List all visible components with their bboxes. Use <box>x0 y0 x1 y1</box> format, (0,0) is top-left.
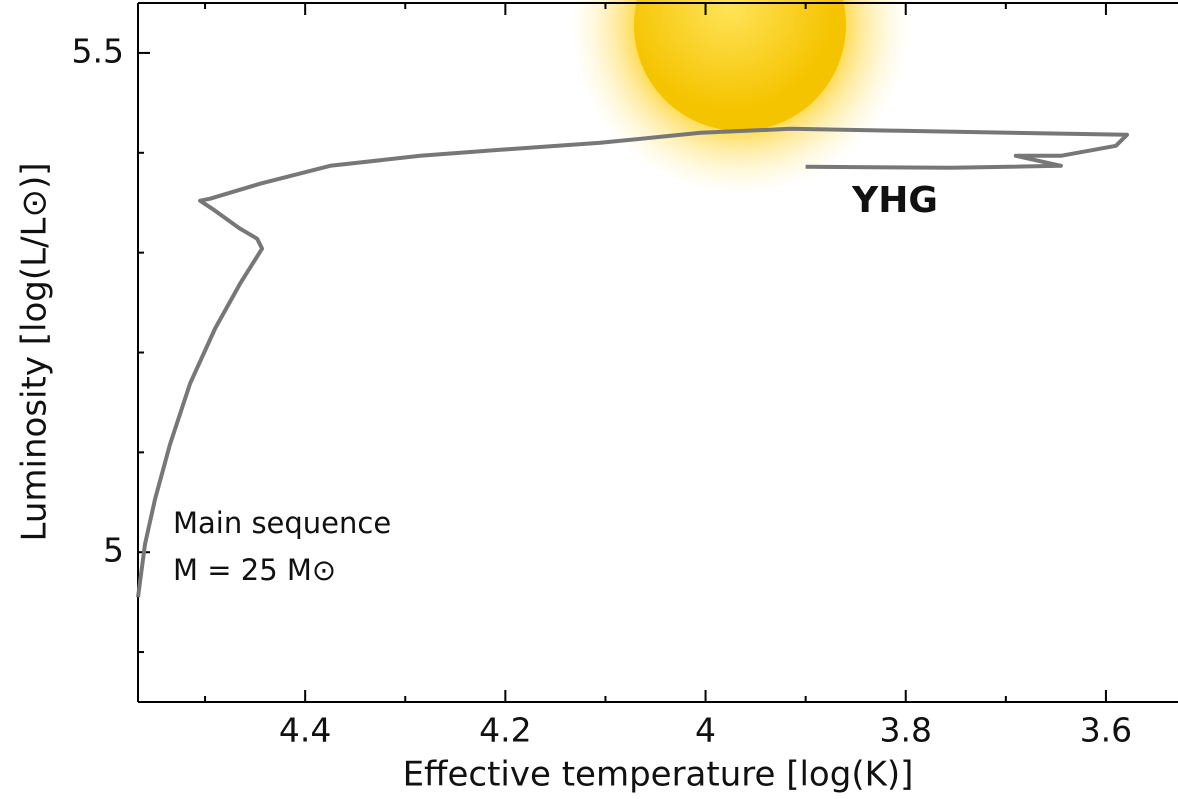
annotation: YHG <box>851 180 938 221</box>
x-tick-label: 3.6 <box>1080 711 1132 750</box>
annotation: Main sequence <box>173 506 391 540</box>
x-tick-label: 3.8 <box>879 711 931 750</box>
sun <box>634 0 846 131</box>
evolution-track <box>136 126 1129 598</box>
x-tick-label: 4.4 <box>279 711 331 750</box>
x-tick-label: 4 <box>695 711 716 750</box>
annotation: M = 25 M⊙ <box>173 553 336 587</box>
x-axis-label: Effective temperature [log(K)] <box>403 755 914 795</box>
x-tick-label: 4.2 <box>479 711 531 750</box>
y-axis-label: Luminosity [log(L/L⊙)] <box>15 163 55 542</box>
y-tick-label: 5.5 <box>72 31 124 70</box>
y-tick-label: 5 <box>103 531 124 570</box>
